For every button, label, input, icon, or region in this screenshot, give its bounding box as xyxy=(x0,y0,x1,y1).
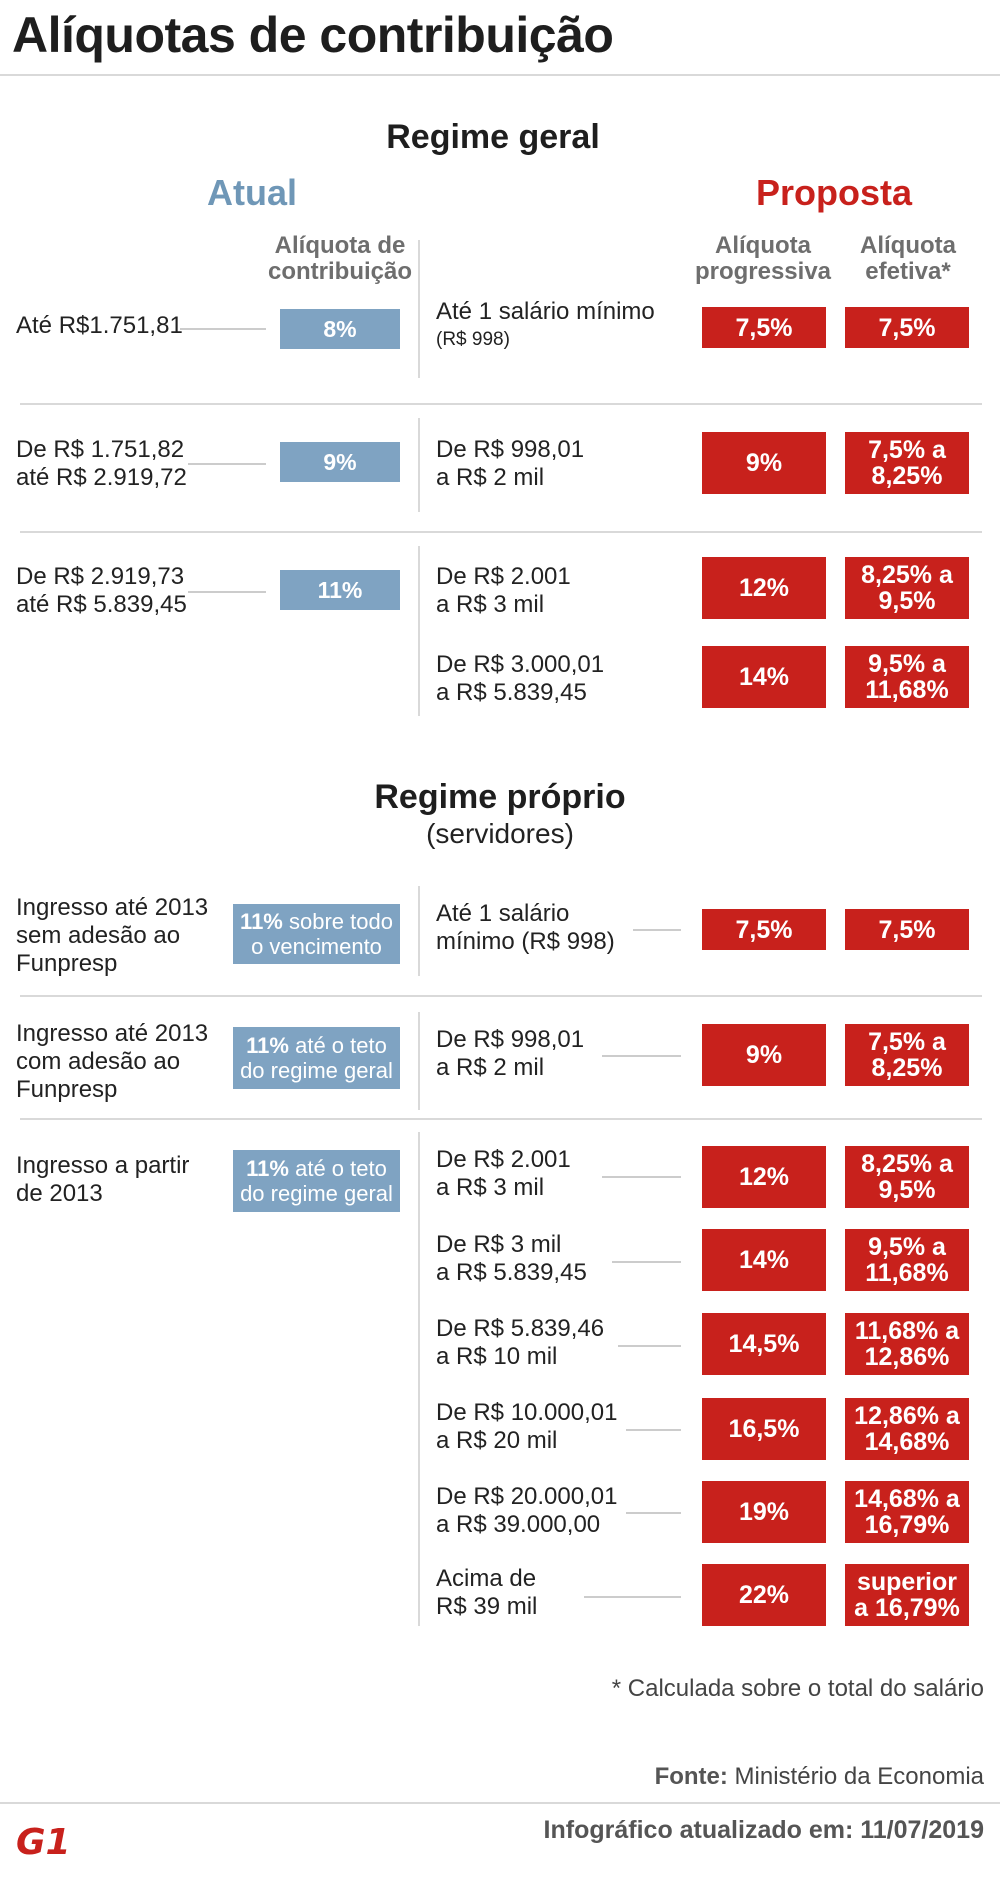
updated-date: Infográfico atualizado em: 11/07/2019 xyxy=(543,1816,984,1844)
atual-rate-box: 11% até o teto do regime geral xyxy=(233,1027,400,1089)
proposta-range-label: De R$ 20.000,01 a R$ 39.000,00 xyxy=(436,1483,618,1538)
efetiva-rate-box: 9,5% a 11,68% xyxy=(845,1229,969,1291)
row-divider xyxy=(20,403,982,405)
atual-range-label: De R$ 2.919,73 até R$ 5.839,45 xyxy=(16,563,187,618)
column-separator xyxy=(418,546,420,716)
logo-text: G1 xyxy=(16,1822,71,1860)
source-label: Fonte: xyxy=(654,1763,728,1790)
progressiva-rate-box: 22% xyxy=(702,1564,826,1626)
connector-line xyxy=(626,1512,681,1514)
progressiva-rate-box: 19% xyxy=(702,1481,826,1543)
efetiva-rate-box: superior a 16,79% xyxy=(845,1564,969,1626)
efetiva-rate-box: 7,5% xyxy=(845,909,969,950)
atual-group-label: Ingresso a partir de 2013 xyxy=(16,1152,190,1207)
proposta-range-label: De R$ 5.839,46 a R$ 10 mil xyxy=(436,1315,605,1370)
progressiva-rate-box: 14,5% xyxy=(702,1313,826,1375)
proposta-heading: Proposta xyxy=(755,172,913,213)
progressiva-rate-box: 12% xyxy=(702,557,826,619)
proposta-range-label: De R$ 3 mil a R$ 5.839,45 xyxy=(436,1231,587,1286)
atual-subhead: Alíquota de contribuição xyxy=(267,232,412,285)
column-separator xyxy=(418,886,420,976)
rate-description: até o teto do regime geral xyxy=(240,1156,393,1206)
rate-value: 11% xyxy=(246,1033,289,1058)
column-separator xyxy=(418,1132,420,1626)
atual-heading: Atual xyxy=(207,172,297,213)
atual-range-label: De R$ 1.751,82 até R$ 2.919,72 xyxy=(16,436,187,491)
regime-proprio-subheading: (servidores) xyxy=(426,818,574,849)
column-separator xyxy=(418,418,420,512)
efetiva-rate-box: 14,68% a 16,79% xyxy=(845,1481,969,1543)
rate-value: 11% xyxy=(246,1156,289,1181)
atual-rate-box: 11% até o teto do regime geral xyxy=(233,1150,400,1212)
proposta-range-label: De R$ 2.001 a R$ 3 mil xyxy=(436,563,571,618)
efetiva-rate-box: 12,86% a 14,68% xyxy=(845,1398,969,1460)
rate-description: sobre todo o vencimento xyxy=(251,909,393,959)
atual-group-label: Ingresso até 2013 sem adesão ao Funpresp xyxy=(16,894,209,977)
regime-geral-heading: Regime geral xyxy=(386,118,600,156)
progressiva-rate-box: 7,5% xyxy=(702,307,826,348)
rate-value: 11% xyxy=(240,909,283,934)
efetiva-rate-box: 8,25% a 9,5% xyxy=(845,1146,969,1208)
column-separator xyxy=(418,1012,420,1110)
progressiva-rate-box: 7,5% xyxy=(702,909,826,950)
proposta-range-label: De R$ 998,01 a R$ 2 mil xyxy=(436,436,585,491)
page-title: Alíquotas de contribuição xyxy=(12,7,614,63)
efetiva-rate-box: 7,5% a 8,25% xyxy=(845,1024,969,1086)
connector-line xyxy=(180,328,266,330)
title-divider xyxy=(0,74,1000,76)
atual-group-label: Ingresso até 2013 com adesão ao Funpresp xyxy=(16,1020,209,1103)
proposta-range-sublabel: (R$ 998) xyxy=(436,329,510,350)
efetiva-rate-box: 7,5% a 8,25% xyxy=(845,432,969,494)
rate-description: até o teto do regime geral xyxy=(240,1033,393,1083)
connector-line xyxy=(584,1596,681,1598)
proposta-range-label: Até 1 salário mínimo (R$ 998) xyxy=(436,900,615,955)
proposta-range-label: De R$ 3.000,01 a R$ 5.839,45 xyxy=(436,651,605,706)
source-credit: Fonte: Ministério da Economia xyxy=(655,1763,984,1791)
connector-line xyxy=(618,1345,681,1347)
efetiva-rate-box: 7,5% xyxy=(845,307,969,348)
column-separator xyxy=(418,240,420,378)
efetiva-rate-box: 8,25% a 9,5% xyxy=(845,557,969,619)
progressiva-subhead: Alíquota progressiva xyxy=(694,232,832,285)
proposta-range-label: De R$ 10.000,01 a R$ 20 mil xyxy=(436,1399,618,1454)
efetiva-rate-box: 9,5% a 11,68% xyxy=(845,646,969,708)
connector-line xyxy=(612,1261,681,1263)
atual-rate-box: 11% sobre todo o vencimento xyxy=(233,904,400,964)
progressiva-rate-box: 9% xyxy=(702,1024,826,1086)
connector-line xyxy=(602,1176,681,1178)
regime-proprio-heading: Regime próprio xyxy=(374,778,626,816)
connector-line xyxy=(188,463,266,465)
progressiva-rate-box: 14% xyxy=(702,646,826,708)
progressiva-rate-box: 16,5% xyxy=(702,1398,826,1460)
connector-line xyxy=(188,591,266,593)
progressiva-rate-box: 12% xyxy=(702,1146,826,1208)
atual-rate-box: 11% xyxy=(280,570,400,610)
proposta-range-label: De R$ 998,01 a R$ 2 mil xyxy=(436,1026,585,1081)
source-value: Ministério da Economia xyxy=(734,1763,984,1790)
atual-rate-box: 9% xyxy=(280,442,400,482)
connector-line xyxy=(602,1055,681,1057)
atual-rate-box: 8% xyxy=(280,309,400,349)
row-divider xyxy=(20,1118,982,1120)
connector-line xyxy=(626,1429,681,1431)
proposta-range-label: De R$ 2.001 a R$ 3 mil xyxy=(436,1146,571,1201)
progressiva-rate-box: 14% xyxy=(702,1229,826,1291)
row-divider xyxy=(20,995,982,997)
progressiva-rate-box: 9% xyxy=(702,432,826,494)
efetiva-subhead: Alíquota efetiva* xyxy=(860,232,956,285)
proposta-range-label: Até 1 salário mínimo xyxy=(436,298,655,325)
footer-divider xyxy=(0,1802,1000,1804)
g1-logo-icon: G1 xyxy=(16,1822,71,1860)
connector-line xyxy=(633,929,681,931)
atual-range-label: Até R$1.751,81 xyxy=(16,312,183,339)
row-divider xyxy=(20,531,982,533)
proposta-range-label: Acima de R$ 39 mil xyxy=(436,1565,538,1620)
efetiva-rate-box: 11,68% a 12,86% xyxy=(845,1313,969,1375)
footnote: * Calculada sobre o total do salário xyxy=(611,1675,984,1702)
